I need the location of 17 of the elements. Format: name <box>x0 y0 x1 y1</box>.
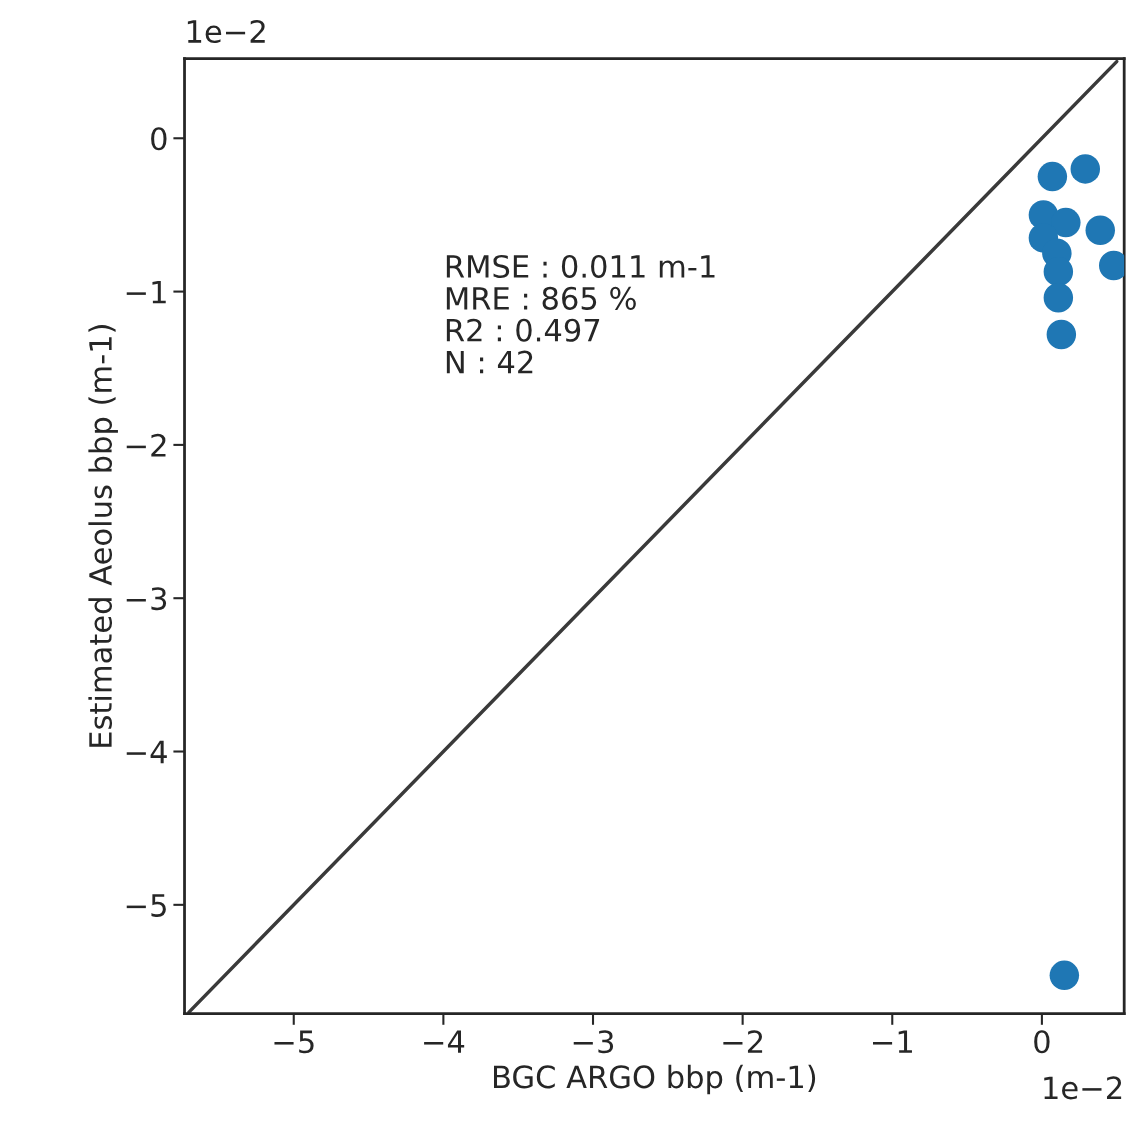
x-axis-title: BGC ARGO bbp (m-1) <box>494 1064 816 1095</box>
y-tick-label: −3 <box>126 587 167 611</box>
y-tick-label: −2 <box>126 433 166 457</box>
y-axis-title: Estimated Aeolus bbp (m-1) <box>88 325 118 747</box>
x-tick-label: −4 <box>424 1030 465 1053</box>
x-tick-label: −2 <box>723 1030 763 1053</box>
y-tick-label: 0 <box>151 127 167 151</box>
y-tick-label: −1 <box>126 280 166 304</box>
text: 1e−2 <box>1044 1076 1122 1100</box>
x-tick-label: −1 <box>872 1030 912 1053</box>
annotation: RMSE : 0.011 m-1 MRE : 865 % R2 : 0.497 N : 42 <box>446 254 715 374</box>
text: 1e−2 <box>187 19 265 44</box>
x-tick-label: 0 <box>1034 1030 1050 1054</box>
x-tick-label: −5 <box>274 1030 314 1054</box>
y-tick-label: −5 <box>126 894 166 917</box>
y-tick-label: −4 <box>126 740 167 764</box>
x-tick-label: −3 <box>573 1030 614 1054</box>
